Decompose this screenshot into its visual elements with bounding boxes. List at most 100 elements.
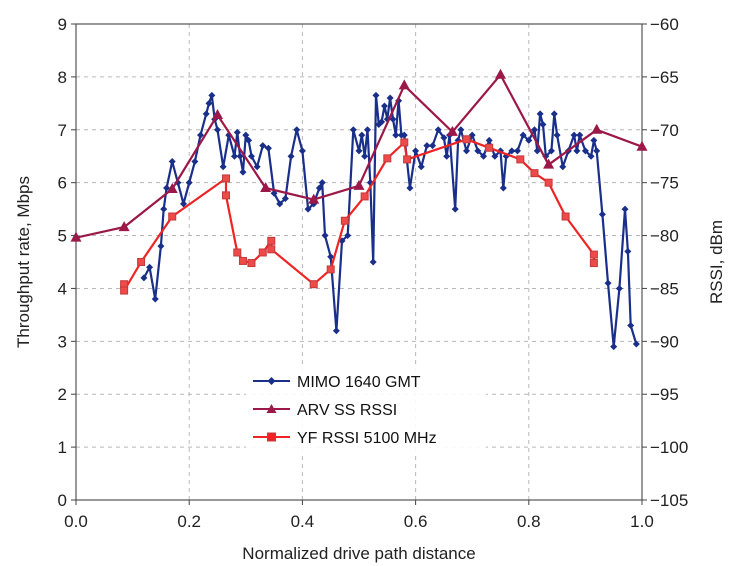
data-point [239, 168, 247, 176]
data-point [233, 128, 241, 136]
data-point [429, 142, 437, 150]
data-point [485, 143, 494, 152]
data-point [559, 163, 567, 171]
data-point [168, 158, 176, 166]
data-point [212, 108, 223, 119]
data-point [321, 232, 329, 240]
data-point [378, 118, 386, 126]
data-point [372, 91, 380, 99]
data-point [70, 231, 82, 242]
data-point [276, 200, 284, 208]
data-point [570, 131, 578, 139]
data-point [434, 126, 442, 134]
data-point [360, 192, 369, 201]
data-point [245, 136, 253, 144]
data-point [610, 343, 618, 351]
left-tick-label: 1 [58, 438, 67, 457]
left-tick-label: 5 [58, 227, 67, 246]
data-point [221, 174, 230, 183]
data-point [604, 279, 612, 287]
x-axis-ticks: 0.0 0.2 0.4 0.6 0.8 1.0 [64, 500, 654, 531]
data-point [412, 147, 420, 155]
data-point [259, 142, 267, 150]
left-tick-label: 7 [58, 121, 67, 140]
data-point [340, 216, 349, 225]
data-point [561, 212, 570, 221]
data-point [624, 247, 632, 255]
x-tick-label: 0.4 [291, 512, 315, 531]
data-point [327, 253, 335, 261]
data-point [163, 184, 171, 192]
data-point [547, 147, 555, 155]
data-point [160, 205, 168, 213]
data-point [380, 102, 388, 110]
data-point [308, 193, 320, 204]
right-tick-label: −65 [650, 68, 679, 87]
series-layer [70, 68, 648, 351]
data-point [247, 259, 256, 268]
data-point [400, 138, 409, 147]
data-point [151, 295, 159, 303]
data-point [440, 134, 448, 142]
data-point [590, 136, 598, 144]
data-point [519, 131, 527, 139]
data-point [403, 155, 412, 164]
data-point [589, 250, 598, 259]
data-point [349, 126, 357, 134]
data-point [451, 205, 459, 213]
series-arv-ss-rssi [70, 68, 648, 242]
data-point [332, 327, 340, 335]
data-point [236, 152, 244, 160]
x-tick-label: 0.6 [404, 512, 428, 531]
data-point [230, 152, 238, 160]
data-point [253, 163, 261, 171]
right-tick-label: −80 [650, 227, 679, 246]
data-point [304, 205, 312, 213]
right-tick-label: −85 [650, 279, 679, 298]
data-point [233, 248, 242, 257]
right-tick-label: −75 [650, 174, 679, 193]
data-point [146, 263, 154, 271]
data-point [533, 147, 541, 155]
data-point [264, 144, 272, 152]
data-point [392, 131, 400, 139]
x-tick-label: 1.0 [630, 512, 654, 531]
data-point [463, 147, 471, 155]
series-line [75, 73, 643, 239]
right-axis-ticks: −105 −100 −95 −90 −85 −80 −75 −70 −65 −60 [642, 15, 688, 510]
data-point [485, 136, 493, 144]
data-point [627, 321, 635, 329]
svg-text:MIMO 1640 GMT: MIMO 1640 GMT [297, 374, 421, 391]
left-tick-label: 6 [58, 174, 67, 193]
data-point [536, 110, 544, 118]
data-point [267, 245, 276, 254]
x-tick-label: 0.8 [517, 512, 541, 531]
data-point [516, 155, 525, 164]
data-point [550, 110, 558, 118]
data-point [197, 131, 205, 139]
left-tick-label: 3 [58, 332, 67, 351]
data-point [118, 221, 130, 232]
data-point [530, 169, 539, 178]
data-point [581, 147, 589, 155]
triangle-marker-icon [266, 404, 277, 413]
left-tick-label: 4 [58, 279, 67, 298]
data-point [589, 259, 598, 268]
data-point [417, 163, 425, 171]
left-tick-label: 9 [58, 15, 67, 34]
right-axis-title: RSSI, dBm [707, 220, 726, 304]
data-point [369, 258, 377, 266]
right-tick-label: −105 [650, 491, 688, 510]
right-tick-label: −90 [650, 332, 679, 351]
data-point [137, 258, 146, 266]
data-point [573, 147, 581, 155]
data-point [287, 152, 295, 160]
data-point [168, 212, 177, 221]
data-point [258, 248, 267, 257]
data-point [221, 191, 230, 200]
data-point [389, 115, 397, 123]
data-point [208, 91, 216, 99]
data-point [180, 200, 188, 208]
data-point [636, 140, 648, 151]
